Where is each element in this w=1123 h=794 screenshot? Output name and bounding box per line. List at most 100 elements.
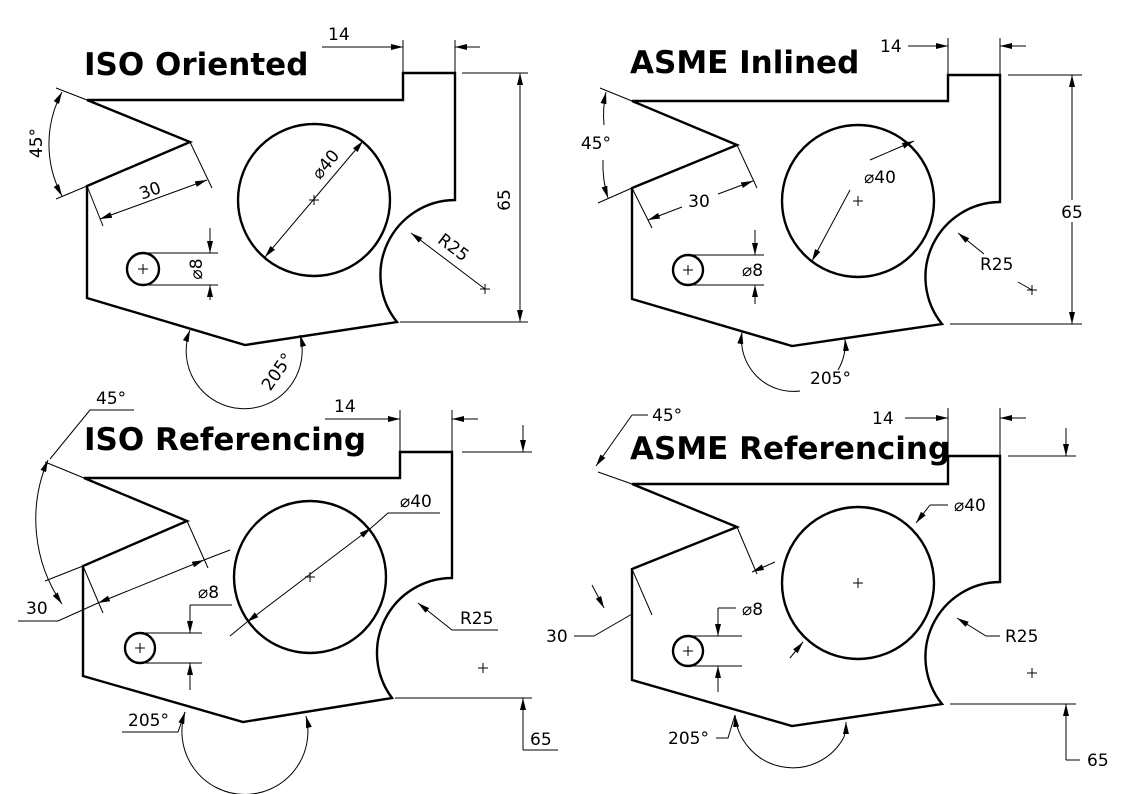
ext-line-14	[947, 38, 1001, 75]
part-outline	[630, 73, 1002, 348]
dim-line-40	[246, 527, 372, 623]
dim-r25: R25	[980, 255, 1013, 275]
center-mark-hole-8	[683, 646, 693, 656]
dim-30: 30	[546, 627, 568, 647]
dim-arc-205b	[837, 338, 850, 371]
dim-line-r25	[410, 232, 486, 290]
dim-line-40	[869, 140, 915, 161]
dim-30: 30	[26, 599, 48, 619]
ext-line-65	[950, 74, 1082, 325]
dim-45: 45°	[96, 389, 126, 409]
dim-line-30	[97, 559, 205, 604]
dim-arc-45	[595, 414, 633, 467]
leader-30	[574, 613, 633, 637]
dim-40: ⌀40	[954, 496, 986, 516]
ext-line-65	[950, 455, 1076, 705]
leader-205	[122, 711, 186, 733]
leader-30	[18, 549, 231, 622]
ext-line-14	[947, 408, 1001, 456]
ext-line-45	[597, 87, 633, 204]
part-outline	[85, 71, 457, 347]
panel-iso-referencing: ISO Referencing 14 65 45° 30 ⌀40	[18, 389, 558, 794]
dim-30: 30	[688, 192, 710, 212]
dim-65: 65	[1061, 203, 1083, 223]
dim-line-40	[915, 504, 931, 524]
leader-40	[229, 512, 440, 637]
dim-line-30b	[717, 180, 754, 195]
hole-40	[780, 123, 936, 279]
ext-line-14	[399, 410, 453, 452]
panel-title: ASME Inlined	[630, 45, 859, 81]
ext-line-14	[402, 40, 456, 73]
ext-line-8	[688, 635, 742, 667]
dim-line-r25	[956, 617, 1000, 637]
dim-arc-45b	[601, 159, 609, 199]
dim-65: 65	[530, 730, 552, 750]
dim-40: ⌀40	[864, 168, 896, 188]
dim-65: 65	[1087, 751, 1109, 771]
dim-14: 14	[880, 37, 902, 57]
dim-205: 205°	[810, 369, 851, 389]
dim-8: ⌀8	[742, 600, 763, 620]
dim-40: ⌀40	[400, 492, 432, 512]
center-mark-hole-40	[853, 196, 863, 206]
ext-line-8	[688, 254, 764, 286]
leader-45	[49, 409, 134, 460]
dim-arc-205b	[842, 721, 849, 738]
dim-arc-205	[737, 331, 801, 392]
dim-line-r25	[957, 232, 985, 255]
dim-8: ⌀8	[187, 258, 207, 279]
center-mark-hole-40	[853, 578, 863, 588]
dim-line-30	[647, 206, 683, 221]
dim-45: 45°	[652, 406, 682, 426]
ext-line-30	[631, 144, 758, 229]
part-outline	[630, 454, 1002, 728]
hole-40	[236, 122, 392, 278]
dim-arc-45	[35, 459, 63, 605]
ext-line-30	[631, 526, 758, 616]
dim-14: 14	[328, 25, 350, 45]
dim-line-40b	[811, 189, 851, 262]
dim-line-r25b	[1017, 281, 1033, 291]
ext-line-45	[597, 471, 633, 485]
center-mark-r25	[478, 663, 488, 673]
dim-line-30	[99, 179, 208, 220]
dim-205: 205°	[258, 350, 298, 395]
dim-line-30	[751, 561, 776, 573]
dim-line-r25	[417, 602, 498, 631]
panel-title: ASME Referencing	[630, 431, 950, 467]
dim-line-40b	[789, 641, 804, 659]
dim-205: 205°	[668, 729, 709, 749]
dim-arc-205	[178, 711, 312, 794]
hole-40	[780, 505, 936, 661]
center-mark-hole-8	[135, 643, 145, 653]
dim-r25: R25	[460, 609, 493, 629]
part-outline	[81, 450, 454, 724]
dim-arc-205	[733, 714, 845, 769]
panel-iso-oriented: ISO Oriented 14 65 45° 30 ⌀40 ⌀8	[27, 25, 528, 410]
ext-line-45	[55, 87, 88, 200]
ext-line-65	[395, 451, 532, 699]
panel-asme-referencing: ASME Referencing 14 65 45° 30 ⌀40	[546, 406, 1109, 771]
center-mark-hole-8	[138, 264, 148, 274]
panel-asme-inlined: ASME Inlined 14 65 45° 30 ⌀40	[581, 37, 1083, 392]
dim-r25: R25	[1005, 627, 1038, 647]
dim-45: 45°	[581, 134, 611, 154]
dim-30: 30	[137, 178, 164, 204]
leader-205	[716, 714, 736, 739]
dim-line-40	[264, 140, 364, 258]
ext-line-45	[44, 461, 85, 582]
dim-8: ⌀8	[198, 583, 219, 603]
hole-40	[232, 499, 388, 655]
ext-line-30	[82, 520, 209, 614]
dim-65: 65	[495, 189, 515, 211]
dim-line-30b	[591, 584, 605, 609]
panel-title: ISO Referencing	[84, 422, 366, 458]
dim-arc-45	[48, 91, 63, 197]
dim-205: 205°	[128, 711, 169, 731]
center-mark-hole-8	[683, 265, 693, 275]
dim-8: ⌀8	[742, 261, 763, 281]
ext-line-8	[143, 252, 218, 286]
dim-40: ⌀40	[308, 146, 344, 183]
